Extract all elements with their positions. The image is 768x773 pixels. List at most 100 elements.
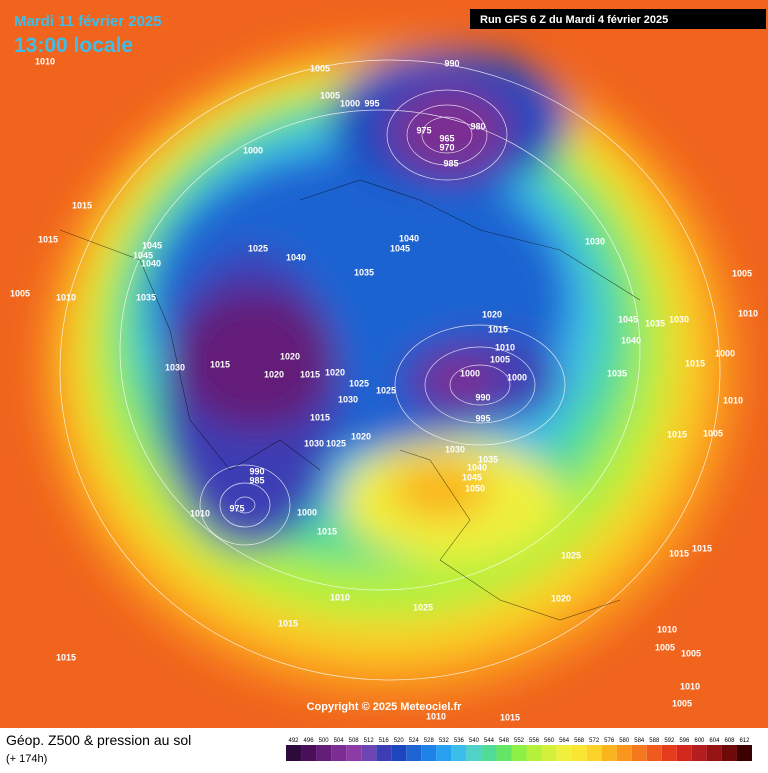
colorbar-swatch (481, 745, 497, 761)
isobar-label: 1005 (655, 642, 675, 652)
isobar-label: 965 (439, 133, 454, 143)
colorbar-swatch (376, 745, 392, 761)
colorbar-label: 560 (544, 738, 555, 744)
isobar-label: 1020 (264, 369, 284, 379)
colorbar-swatch (466, 745, 482, 761)
isobar-label: 1000 (297, 507, 317, 517)
isobar-label: 1035 (607, 368, 627, 378)
colorbar-swatch (541, 745, 557, 761)
isobar-label: 1010 (35, 56, 55, 66)
isobar-label: 985 (443, 158, 458, 168)
isobar-label: 1040 (286, 252, 306, 262)
isobar-label: 1015 (692, 543, 712, 553)
colorbar-label: 520 (394, 738, 405, 744)
colorbar-label: 604 (709, 738, 720, 744)
isobar-label: 1015 (669, 548, 689, 558)
forecast-time: 13:00 locale (14, 34, 133, 57)
colorbar-label: 612 (739, 738, 750, 744)
run-box (470, 9, 766, 29)
isobar-label: 1000 (715, 348, 735, 358)
colorbar-label: 596 (679, 738, 690, 744)
colorbar-label: 528 (424, 738, 435, 744)
isobar-label: 1040 (621, 335, 641, 345)
colorbar-label: 556 (529, 738, 540, 744)
colorbar-label: 584 (634, 738, 645, 744)
isobar-label: 970 (439, 142, 454, 152)
isobar-label: 1025 (326, 438, 346, 448)
isobar-label: 1015 (667, 429, 687, 439)
colorbar-swatch (706, 745, 722, 761)
colorbar-label: 592 (664, 738, 675, 744)
colorbar-swatch (361, 745, 377, 761)
isobar-label: 1035 (478, 454, 498, 464)
isobar-label: 1025 (561, 550, 581, 560)
colorbar-swatch (571, 745, 587, 761)
isobar-label: 1030 (669, 314, 689, 324)
isobar-label: 1025 (349, 378, 369, 388)
isobar-label: 1000 (340, 98, 360, 108)
isobar-label: 1010 (190, 508, 210, 518)
map-field (0, 0, 768, 728)
isobar-label: 1015 (488, 324, 508, 334)
colorbar-swatch (331, 745, 347, 761)
isobar-label: 1045 (142, 240, 162, 250)
isobar-label: 1005 (490, 354, 510, 364)
isobar-label: 1040 (141, 258, 161, 268)
isobar-label: 1040 (467, 462, 487, 472)
colorbar-swatch (616, 745, 632, 761)
isobar-label: 1015 (300, 369, 320, 379)
isobar-label: 1045 (618, 314, 638, 324)
colorbar-swatch (316, 745, 332, 761)
isobar-label: 1020 (482, 309, 502, 319)
colorbar-label: 588 (649, 738, 660, 744)
colorbar-label: 576 (604, 738, 615, 744)
isobar-label: 1000 (507, 372, 527, 382)
isobar-label: 1005 (681, 648, 701, 658)
isobar-label: 980 (470, 121, 485, 131)
isobar-label: 990 (475, 392, 490, 402)
colorbar-swatch (346, 745, 362, 761)
colorbar-label: 568 (574, 738, 585, 744)
colorbar-label: 552 (514, 738, 525, 744)
colorbar-swatch (691, 745, 707, 761)
isobar-label: 1035 (136, 292, 156, 302)
colorbar-label: 608 (724, 738, 735, 744)
colorbar-swatch (406, 745, 422, 761)
isobar-label: 1010 (495, 342, 515, 352)
isobar-label: 1005 (703, 428, 723, 438)
colorbar-swatch (601, 745, 617, 761)
colorbar-swatch (451, 745, 467, 761)
isobar-label: 1030 (338, 394, 358, 404)
isobar-label: 1015 (685, 358, 705, 368)
colorbar-swatch (391, 745, 407, 761)
isobar-label: 1030 (585, 236, 605, 246)
colorbar-label: 532 (439, 738, 450, 744)
colorbar-swatch (676, 745, 692, 761)
isobar-label: 1025 (413, 602, 433, 612)
isobar-label: 1025 (376, 385, 396, 395)
colorbar-swatch (646, 745, 662, 761)
isobar-label: 1045 (133, 250, 153, 260)
isobar-label: 1040 (399, 233, 419, 243)
colorbar-label: 600 (694, 738, 705, 744)
run-info: Run GFS 6 Z du Mardi 4 février 2025 (480, 14, 668, 26)
colorbar-swatch (496, 745, 512, 761)
isobar-label: 1020 (551, 593, 571, 603)
isobar-label: 1005 (10, 288, 30, 298)
isobar-label: 1035 (645, 318, 665, 328)
isobar-label: 1015 (210, 359, 230, 369)
colorbar-swatch (436, 745, 452, 761)
colorbar-label: 508 (349, 738, 360, 744)
forecast-lead: (+ 174h) (6, 753, 47, 765)
footer-title: Géop. Z500 & pression au sol (6, 732, 191, 748)
forecast-date: Mardi 11 février 2025 (14, 13, 162, 30)
colorbar-label: 572 (589, 738, 600, 744)
colorbar-swatch (586, 745, 602, 761)
colorbar-swatch (526, 745, 542, 761)
isobar-label: 1015 (500, 712, 520, 722)
isobar-label: 1000 (243, 145, 263, 155)
isobar-label: 1020 (280, 351, 300, 361)
isobar-label: 995 (364, 98, 379, 108)
